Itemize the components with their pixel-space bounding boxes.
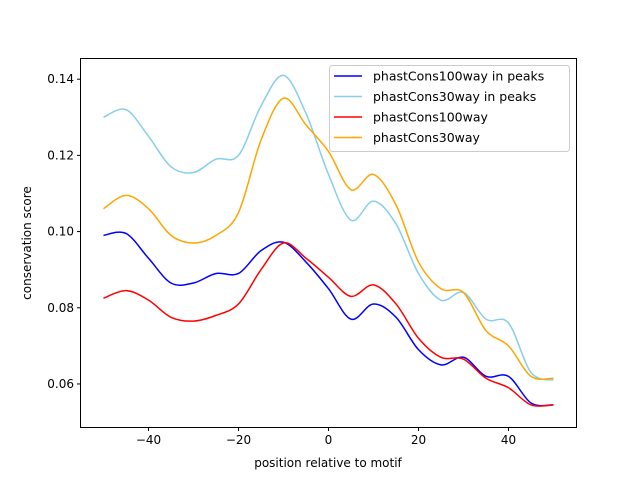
y-tick-label: 0.14 xyxy=(47,72,74,86)
legend: phastCons100way in peaks phastCons30way i… xyxy=(329,65,570,152)
legend-label: phastCons30way xyxy=(373,130,481,145)
x-tick-label: −40 xyxy=(136,433,161,447)
series-lines xyxy=(103,74,554,407)
y-tick-label: 0.06 xyxy=(47,377,74,391)
x-tick-label: 40 xyxy=(501,433,516,447)
legend-label: phastCons100way xyxy=(373,110,488,125)
x-tick-label: 0 xyxy=(325,433,333,447)
legend-label: phastCons100way in peaks xyxy=(373,69,544,84)
legend-label: phastCons30way in peaks xyxy=(373,89,536,104)
legend-box xyxy=(329,65,570,152)
y-tick-label: 0.08 xyxy=(47,301,74,315)
series-line-1 xyxy=(103,74,554,381)
series-line-2 xyxy=(103,242,554,407)
x-axis-label: position relative to motif xyxy=(254,456,402,470)
x-axis: −40 −20 0 20 40 xyxy=(136,427,516,447)
x-tick-label: −20 xyxy=(226,433,251,447)
y-tick-label: 0.10 xyxy=(47,225,74,239)
series-line-3 xyxy=(103,97,554,380)
y-axis: 0.06 0.08 0.10 0.12 0.14 xyxy=(47,72,81,391)
x-tick-label: 20 xyxy=(411,433,426,447)
y-tick-label: 0.12 xyxy=(47,148,74,162)
y-axis-label: conservation score xyxy=(20,186,34,300)
series-line-0 xyxy=(103,231,554,407)
